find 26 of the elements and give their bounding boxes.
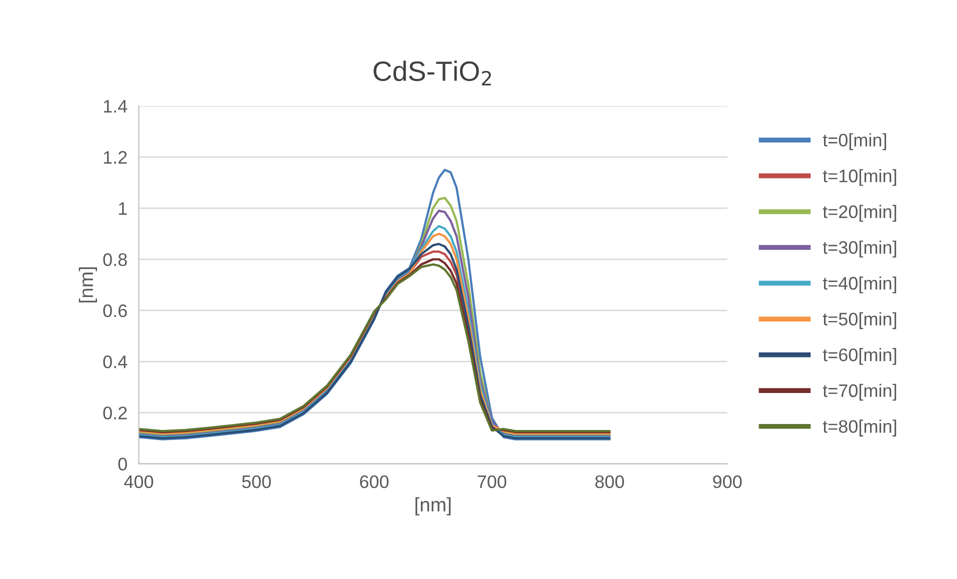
y-tick-label: 0: [118, 458, 127, 470]
legend-label: t=20[min]: [822, 204, 896, 222]
chart-title: CdS-TiO$_{2}$: [374, 60, 491, 86]
legend-label: t=10[min]: [822, 169, 896, 186]
x-tick-label: 700: [478, 475, 506, 488]
y-tick-label: 0.8: [103, 253, 127, 266]
y-tick-label: 1: [118, 202, 127, 215]
x-tick-label: 900: [713, 475, 742, 488]
legend-label: t=30[min]: [822, 240, 896, 258]
y-tick-label: 1.2: [104, 151, 127, 164]
legend-label: t=80[min]: [822, 420, 896, 436]
x-tick-label: 800: [595, 475, 624, 488]
legend-label: t=0[min]: [822, 133, 886, 150]
y-axis-title: [nm]: [78, 267, 97, 302]
y-tick-label: 0.4: [103, 355, 128, 368]
y-tick-label: 0.2: [103, 406, 127, 420]
legend-label: t=70[min]: [822, 384, 896, 401]
y-tick-label: 0.6: [103, 304, 127, 318]
x-axis-title: [nm]: [416, 497, 451, 516]
legend-label: t=40[min]: [822, 276, 896, 294]
legend-label: t=60[min]: [822, 348, 896, 365]
x-tick-label: 600: [360, 475, 389, 488]
x-tick-label: 400: [124, 475, 154, 488]
legend-label: t=50[min]: [822, 312, 896, 330]
x-tick-label: 500: [242, 475, 271, 488]
y-tick-label: 1.4: [104, 100, 128, 112]
